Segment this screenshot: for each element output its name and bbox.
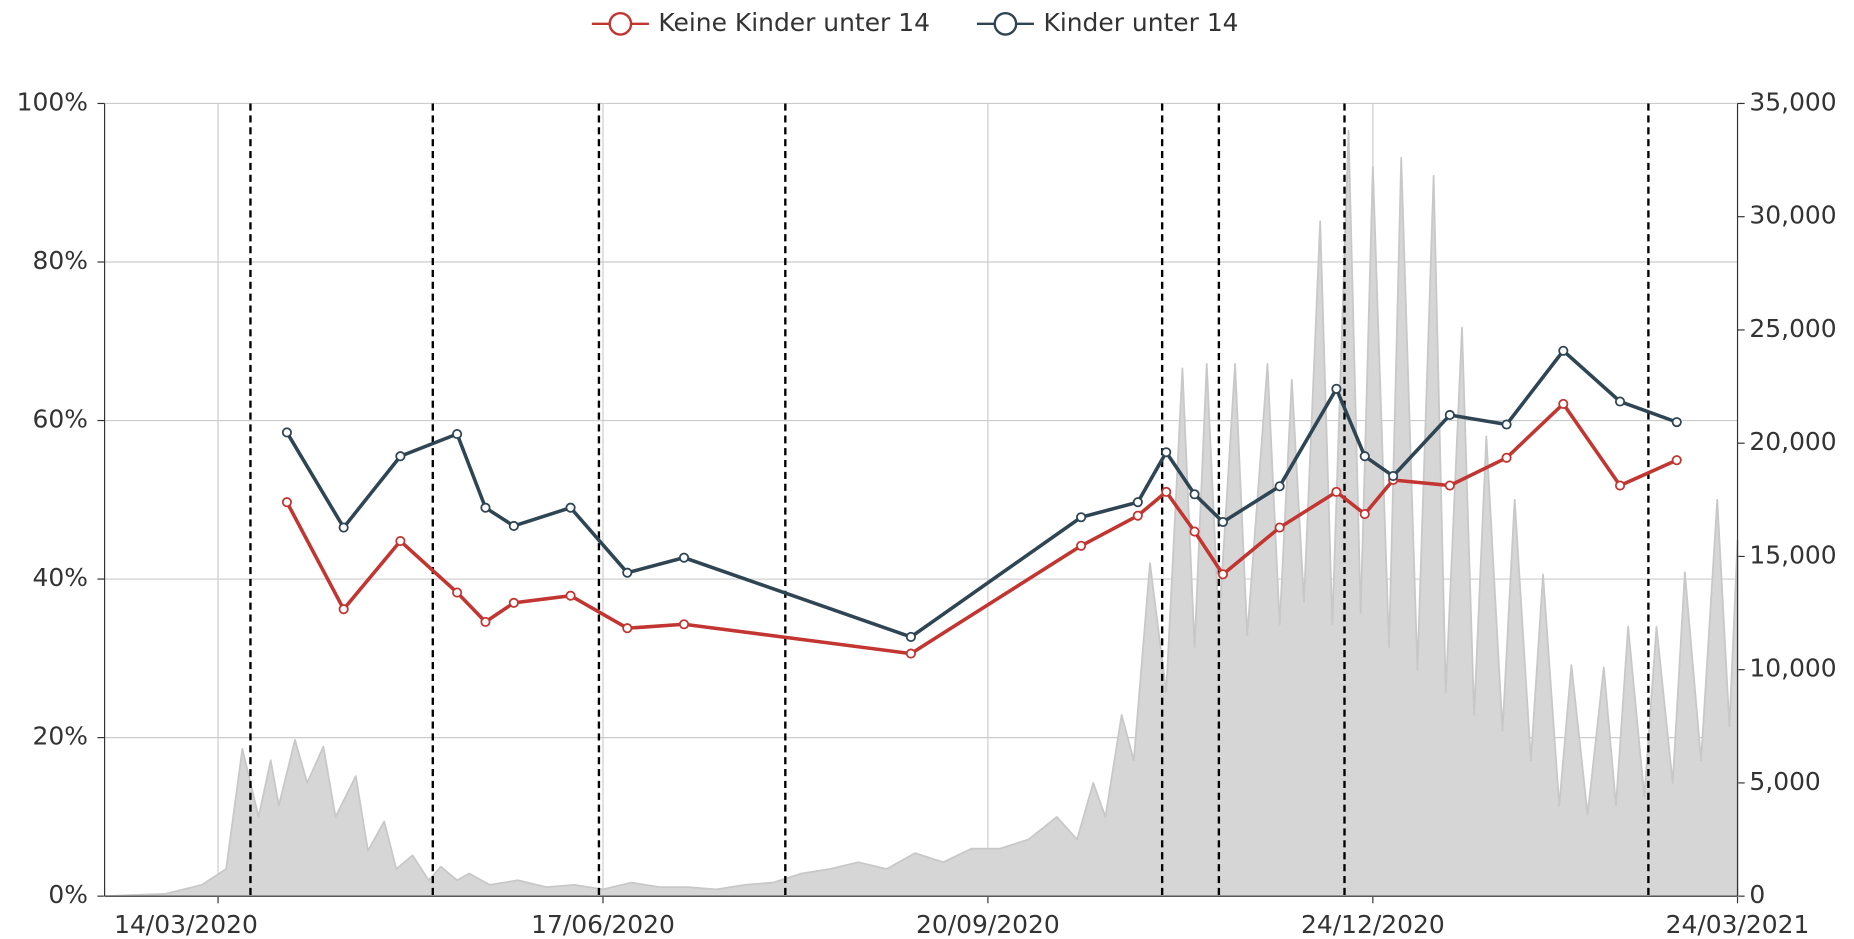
line (285, 348, 1678, 639)
point (622, 567, 633, 578)
point (1359, 451, 1370, 462)
point (1076, 512, 1087, 523)
point (622, 623, 633, 634)
point (508, 520, 519, 532)
point (1331, 383, 1342, 394)
point (452, 428, 463, 440)
y-tick-label: 100% (17, 87, 88, 116)
point (281, 427, 292, 438)
point (1614, 480, 1626, 491)
point (1076, 540, 1087, 551)
y-tick-label: 20% (33, 722, 88, 751)
point (395, 535, 406, 547)
y-tick-label: 0% (48, 880, 88, 909)
x-tick-label: 20/09/2020 (916, 910, 1060, 939)
point (1558, 398, 1569, 409)
point (1274, 481, 1285, 492)
point (1132, 497, 1143, 508)
point (480, 616, 491, 627)
legend-icon (608, 11, 633, 36)
area (103, 129, 1739, 898)
point (1132, 510, 1143, 521)
y2-tick-label: 10,000 (1749, 654, 1836, 683)
y2-tick-label: 0 (1749, 880, 1765, 909)
y2-tick-label: 15,000 (1749, 540, 1836, 569)
point (905, 648, 916, 659)
point (338, 522, 349, 533)
legend-label: Keine Kinder unter 14 (658, 8, 930, 37)
point (1558, 345, 1569, 356)
point (1671, 455, 1682, 466)
point (565, 590, 576, 601)
point (395, 451, 406, 462)
x-tick-label: 17/06/2020 (531, 910, 675, 939)
point (1501, 419, 1512, 430)
point (905, 631, 916, 642)
point (565, 502, 576, 513)
point (1217, 569, 1228, 580)
x-tick-label: 14/03/2020 (114, 910, 258, 939)
y-tick-label: 60% (33, 405, 88, 434)
point (1444, 409, 1455, 421)
point (678, 552, 690, 563)
y2-tick-label: 20,000 (1749, 427, 1836, 456)
point (480, 502, 491, 513)
line (285, 401, 1678, 656)
point (1388, 470, 1399, 482)
point (1189, 489, 1200, 500)
x-tick-label: 24/12/2020 (1301, 910, 1445, 939)
point (1189, 526, 1200, 537)
point (1217, 516, 1228, 528)
point (452, 587, 463, 598)
legend-label: Kinder unter 14 (1043, 8, 1238, 37)
y-tick-label: 80% (33, 246, 88, 275)
y2-tick-label: 35,000 (1749, 87, 1836, 116)
point (281, 497, 292, 508)
point (1614, 396, 1626, 407)
point (1501, 452, 1512, 463)
y-tick-label: 40% (33, 563, 88, 592)
legend-icon (993, 11, 1018, 36)
point (508, 597, 519, 608)
point (1359, 509, 1370, 520)
point (1161, 486, 1172, 497)
x-tick-label: 24/03/2021 (1666, 910, 1810, 939)
point (1331, 486, 1342, 497)
y2-tick-label: 5,000 (1749, 767, 1820, 796)
legend: Keine Kinder unter 14 Kinder unter 14 (591, 8, 1239, 37)
point (1671, 417, 1682, 428)
point (1274, 522, 1285, 533)
y2-tick-label: 25,000 (1749, 314, 1836, 343)
point (678, 619, 690, 630)
point (338, 604, 349, 615)
point (1444, 480, 1455, 491)
y2-tick-label: 30,000 (1749, 201, 1836, 230)
point (1161, 447, 1172, 458)
